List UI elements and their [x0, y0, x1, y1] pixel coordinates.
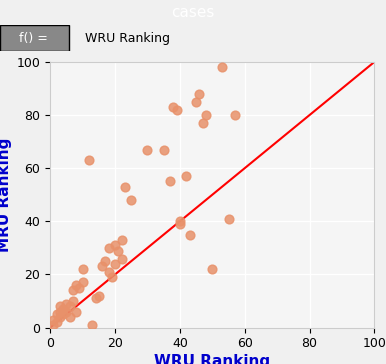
Point — [50, 322, 56, 328]
Point — [57, 314, 63, 320]
Y-axis label: MRU Ranking: MRU Ranking — [0, 138, 12, 252]
Point — [63, 309, 69, 314]
Point — [219, 64, 225, 70]
Point — [196, 91, 202, 97]
Point — [102, 258, 108, 264]
Point — [119, 237, 125, 243]
Point — [57, 304, 63, 309]
Point — [112, 261, 118, 267]
Point — [105, 269, 112, 275]
Point — [183, 173, 190, 179]
Point — [177, 221, 183, 227]
Point — [209, 266, 215, 272]
Point — [167, 178, 173, 184]
Point — [115, 248, 121, 253]
Point — [232, 112, 238, 118]
Text: f() =: f() = — [19, 32, 48, 45]
Point — [112, 242, 118, 248]
Point — [144, 147, 151, 153]
Point — [193, 99, 199, 104]
Point — [57, 309, 63, 314]
Point — [89, 322, 95, 328]
X-axis label: WRU Ranking: WRU Ranking — [154, 355, 270, 364]
Point — [86, 157, 92, 163]
Point — [161, 147, 167, 153]
Point — [54, 311, 60, 317]
Point — [60, 311, 66, 317]
Point — [76, 285, 83, 290]
Point — [50, 317, 56, 323]
Point — [80, 266, 86, 272]
Point — [60, 306, 66, 312]
Point — [170, 104, 176, 110]
Point — [203, 112, 209, 118]
Point — [200, 120, 206, 126]
Point — [73, 282, 79, 288]
Text: WRU Ranking: WRU Ranking — [85, 32, 170, 45]
Point — [66, 304, 73, 309]
Point — [99, 264, 105, 269]
Point — [174, 107, 180, 112]
Point — [63, 301, 69, 306]
Point — [96, 293, 102, 298]
Text: cases: cases — [171, 5, 215, 20]
Point — [177, 218, 183, 224]
Point — [70, 288, 76, 293]
Point — [225, 216, 232, 222]
Point — [73, 309, 79, 314]
Point — [93, 296, 99, 301]
Point — [66, 314, 73, 320]
Point — [186, 232, 193, 237]
Point — [70, 298, 76, 304]
FancyBboxPatch shape — [0, 25, 69, 51]
Point — [119, 256, 125, 261]
Point — [105, 245, 112, 251]
Point — [80, 280, 86, 285]
Point — [128, 197, 134, 203]
Point — [54, 319, 60, 325]
Point — [122, 184, 128, 190]
Point — [109, 274, 115, 280]
